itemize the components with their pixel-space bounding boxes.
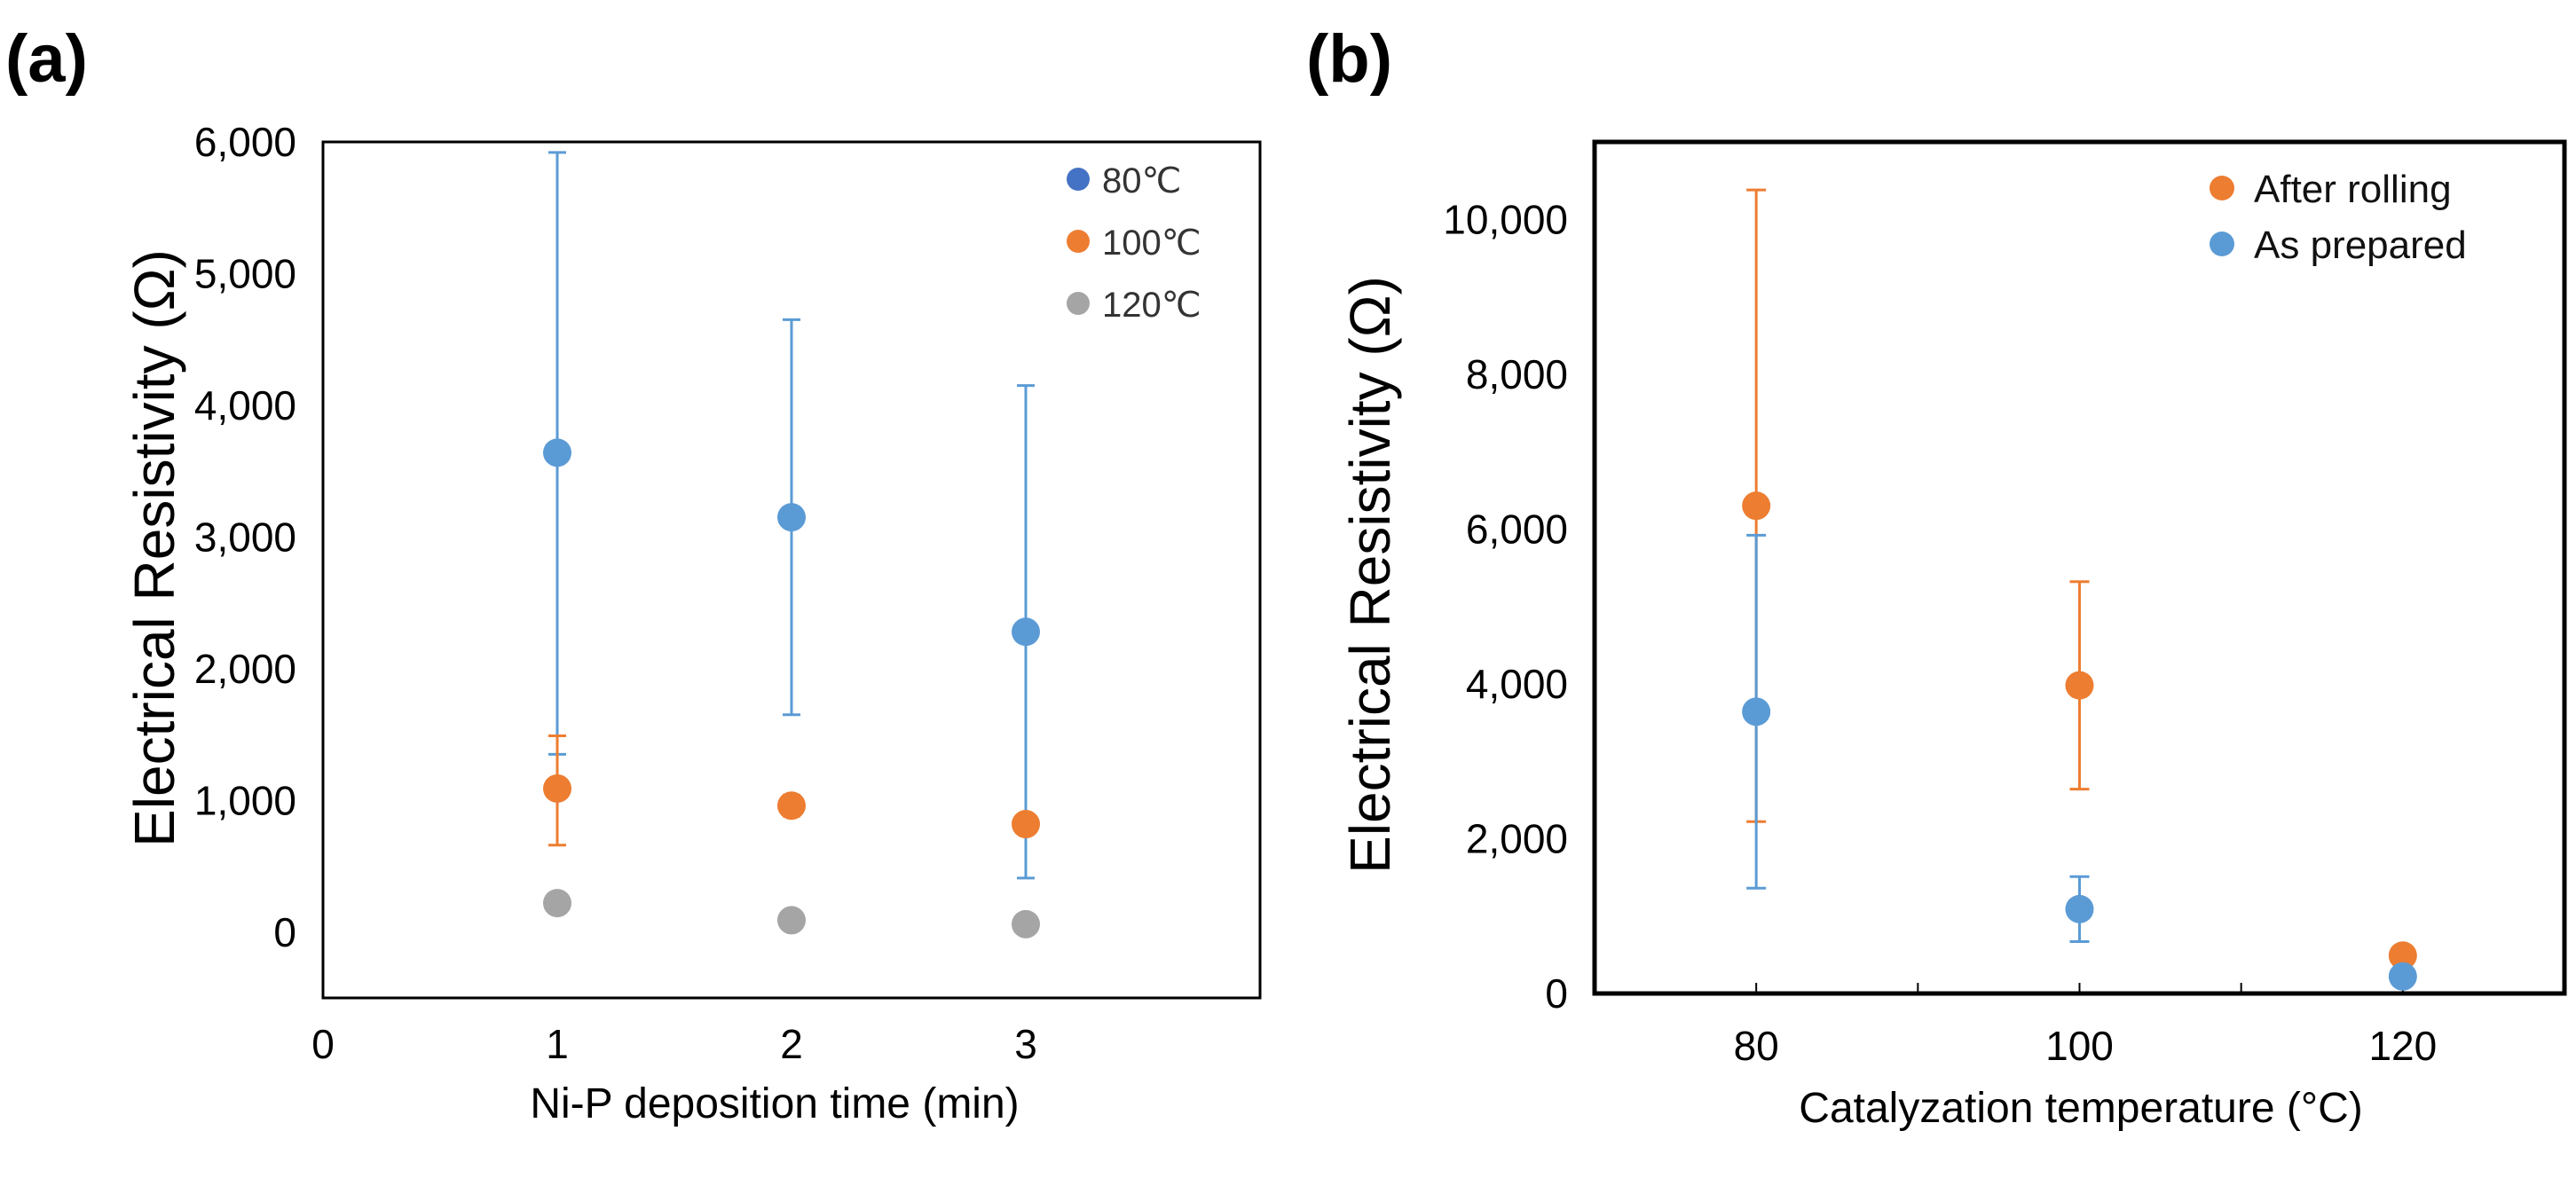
y-tick-label: 8,000 (1466, 351, 1568, 397)
x-tick-label: 100 (2045, 1023, 2114, 1069)
plot-frame (1592, 139, 2567, 996)
data-point-after-rolling (2065, 671, 2094, 700)
x-tick-label: 120 (2368, 1023, 2437, 1069)
data-point-120 (777, 906, 806, 935)
plot-frame (321, 140, 1262, 1000)
data-point-as-prepared (1742, 697, 1771, 726)
y-tick-label: 10,000 (1443, 196, 1568, 242)
legend-b: After rolling As prepared (2210, 168, 2467, 267)
y-axis-label-a: Electrical Resistivity (Ω) (122, 249, 186, 847)
legend-marker-80c (1067, 168, 1090, 191)
data-point-as-prepared (2388, 962, 2417, 991)
data-point-100 (1012, 810, 1040, 839)
y-tick-label: 4,000 (194, 382, 296, 428)
y-tick-label: 4,000 (1466, 661, 1568, 707)
y-axis-label-b: Electrical Resistivity (Ω) (1338, 276, 1402, 874)
data-point-120 (1012, 909, 1040, 938)
data-point-100 (777, 791, 806, 821)
legend-a: 80℃ 100℃ 120℃ (1067, 161, 1201, 325)
x-tick-label: 80 (1734, 1023, 1779, 1069)
y-tick-label: 0 (273, 909, 296, 955)
data-point-80 (777, 503, 806, 532)
x-tick-label: 0 (311, 1021, 335, 1067)
data-point-as-prepared (2065, 894, 2094, 923)
data-point-100 (543, 774, 571, 803)
data-point-after-rolling (2388, 941, 2417, 970)
chart-a: (a) 0 1,000 2,000 3,000 4,000 5,000 6,000 0 1 2 3… (5, 21, 1262, 1127)
data-point-120 (543, 889, 571, 918)
legend-label-100c: 100℃ (1102, 224, 1201, 263)
x-axis-label-a: Ni-P deposition time (min) (530, 1080, 1019, 1127)
legend-label-as-prepared: As prepared (2254, 224, 2467, 267)
y-tick-label: 5,000 (194, 250, 296, 296)
x-tick-label: 1 (546, 1021, 569, 1067)
legend-label-80c: 80℃ (1102, 161, 1181, 200)
data-point-after-rolling (1742, 491, 1771, 521)
y-tick-label: 2,000 (1466, 815, 1568, 861)
panel-label-a: (a) (5, 21, 88, 97)
legend-marker-as-prepared (2210, 232, 2234, 256)
y-tick-label: 2,000 (194, 646, 296, 692)
chart-b: (b) 0 2,000 4,000 6,000 8,000 10,000 80 100 120… (1306, 21, 2567, 1132)
x-axis-label-b: Catalyzation temperature (°C) (1799, 1085, 2362, 1132)
data-point-80 (543, 438, 571, 467)
y-tick-label: 3,000 (194, 514, 296, 560)
y-tick-label: 6,000 (194, 119, 296, 165)
y-tick-label: 6,000 (1466, 506, 1568, 552)
panel-label-b: (b) (1306, 21, 1392, 97)
y-tick-label: 1,000 (194, 777, 296, 823)
data-point-80 (1012, 617, 1040, 647)
legend-marker-120c (1067, 292, 1090, 315)
legend-label-after-rolling: After rolling (2254, 168, 2452, 211)
x-tick-label: 2 (780, 1021, 803, 1067)
legend-marker-after-rolling (2210, 176, 2234, 200)
y-tick-label: 0 (1545, 970, 1568, 1017)
legend-marker-100c (1067, 230, 1090, 253)
legend-label-120c: 120℃ (1102, 286, 1201, 325)
x-tick-label: 3 (1014, 1021, 1037, 1067)
